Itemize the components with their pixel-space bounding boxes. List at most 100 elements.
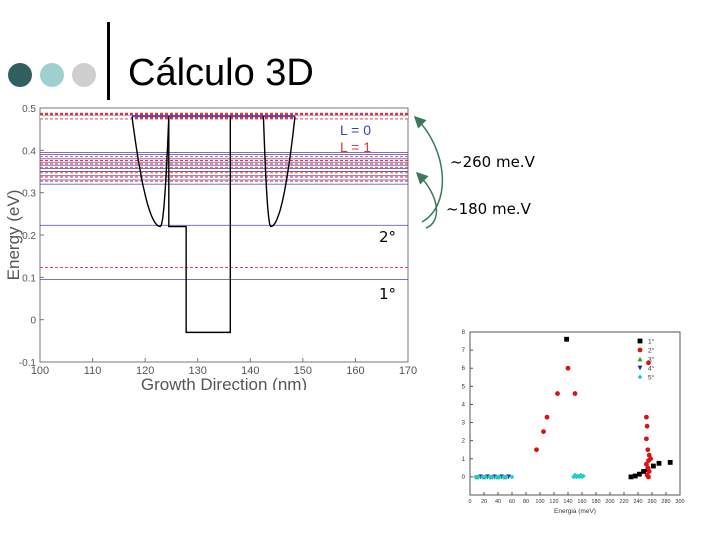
bullet-dot bbox=[72, 63, 96, 87]
scatter-point bbox=[565, 365, 571, 371]
inset-y-tick-label: 3 bbox=[462, 421, 466, 427]
inset-x-tick-label: 240 bbox=[633, 499, 642, 505]
inset-x-tick-label: 80 bbox=[523, 499, 529, 505]
scatter-point bbox=[564, 336, 569, 342]
y-tick-label: 0.5 bbox=[22, 104, 36, 115]
y-axis-label: Energy (eV) bbox=[4, 190, 23, 281]
y-tick-label: 0.1 bbox=[22, 273, 36, 284]
title-bullets bbox=[8, 62, 108, 88]
scatter-point bbox=[476, 474, 481, 480]
inset-legend-label: 4° bbox=[648, 365, 655, 373]
legend-entry: L = 1 bbox=[340, 139, 371, 155]
potential-parabola-line bbox=[131, 116, 170, 228]
inset-legend-marker bbox=[637, 374, 643, 380]
bullet-dot bbox=[40, 63, 64, 87]
scatter-point bbox=[645, 447, 651, 453]
y-tick-label: 0.2 bbox=[22, 231, 36, 242]
energy-scatter-inset: 0 20 40 60 80 100 120 140 160 180 200 220 240 260 280 3… bbox=[462, 330, 685, 515]
inset-y-tick-label: 8 bbox=[462, 330, 466, 336]
inset-x-tick-label: 180 bbox=[591, 499, 600, 505]
scatter-point bbox=[483, 474, 488, 480]
gap-260-label: ~260 me.V bbox=[450, 153, 535, 171]
scatter-point bbox=[544, 414, 550, 420]
x-tick-label: 130 bbox=[189, 365, 207, 377]
inset-legend-label: 5° bbox=[648, 374, 655, 382]
scatter-point bbox=[494, 474, 499, 480]
inset-x-tick-label: 100 bbox=[535, 499, 544, 505]
scatter-point bbox=[497, 474, 502, 480]
scatter-point bbox=[504, 474, 509, 480]
inset-y-tick-label: 6 bbox=[462, 366, 466, 372]
scatter-point bbox=[646, 452, 652, 458]
scatter-point bbox=[641, 469, 646, 474]
scatter-point bbox=[632, 473, 638, 479]
legend-entry: L = 0 bbox=[340, 122, 371, 138]
scatter-point bbox=[534, 447, 539, 453]
inset-x-tick-label: 20 bbox=[481, 499, 487, 505]
bullet-dot bbox=[8, 63, 32, 87]
inset-legend-marker bbox=[637, 365, 643, 371]
inset-x-axis-label: Energia (meV) bbox=[554, 508, 596, 515]
x-tick-label: 140 bbox=[241, 365, 259, 377]
scatter-point bbox=[646, 474, 651, 480]
scatter-point bbox=[651, 463, 656, 469]
x-tick-label: 110 bbox=[84, 365, 102, 377]
scatter-point bbox=[509, 474, 515, 480]
inset-legend-marker bbox=[637, 347, 643, 353]
x-tick-label: 150 bbox=[294, 365, 312, 377]
y-tick-label: -0.1 bbox=[19, 358, 37, 369]
scatter-point bbox=[667, 460, 673, 465]
scatter-point bbox=[555, 391, 560, 396]
inset-x-tick-label: 300 bbox=[675, 499, 684, 505]
inset-y-tick-label: 5 bbox=[462, 384, 466, 390]
scatter-point bbox=[637, 471, 642, 477]
scatter-point bbox=[501, 474, 506, 480]
inset-legend-label: 1° bbox=[648, 338, 655, 346]
scatter-point bbox=[578, 472, 583, 478]
inset-y-tick-label: 7 bbox=[462, 348, 466, 354]
inset-frame bbox=[469, 331, 681, 496]
title-divider bbox=[107, 22, 110, 100]
inset-x-tick-label: 280 bbox=[661, 499, 670, 505]
scatter-point bbox=[644, 461, 649, 467]
inset-legend-label: 3° bbox=[648, 356, 655, 364]
inset-x-tick-label: 0 bbox=[468, 499, 471, 505]
scatter-point bbox=[473, 474, 478, 480]
inset-x-tick-label: 260 bbox=[647, 499, 656, 505]
scatter-point bbox=[541, 429, 546, 435]
scatter-point bbox=[487, 474, 492, 480]
inset-x-tick-label: 140 bbox=[563, 499, 572, 505]
profile-mask bbox=[40, 115, 132, 119]
scatter-point bbox=[572, 472, 578, 478]
scatter-point bbox=[572, 391, 578, 396]
inset-x-tick-label: 220 bbox=[619, 499, 628, 505]
potential-profile-line bbox=[168, 116, 232, 334]
slide-title: Cálculo 3D bbox=[128, 52, 314, 94]
inset-x-tick-label: 160 bbox=[577, 499, 586, 505]
scatter-point bbox=[646, 458, 651, 463]
inset-legend-marker bbox=[637, 338, 643, 344]
scatter-point bbox=[490, 474, 495, 480]
scatter-point bbox=[644, 414, 649, 420]
y-tick-label: 0.3 bbox=[22, 189, 36, 200]
inset-x-tick-label: 200 bbox=[605, 499, 614, 505]
scatter-point bbox=[656, 460, 662, 466]
scatter-point bbox=[628, 474, 634, 480]
scatter-point bbox=[644, 423, 650, 429]
x-tick-label: 120 bbox=[136, 365, 154, 377]
y-tick-label: 0 bbox=[30, 316, 36, 327]
scatter-point bbox=[645, 465, 651, 471]
inset-y-tick-label: 0 bbox=[462, 475, 466, 481]
level-1-label: 1° bbox=[379, 285, 397, 303]
potential-parabola-line bbox=[262, 116, 296, 228]
y-tick-label: 0.4 bbox=[22, 146, 36, 157]
x-tick-label: 170 bbox=[399, 365, 417, 377]
inset-y-tick-label: 4 bbox=[462, 402, 466, 408]
inset-x-tick-label: 120 bbox=[549, 499, 558, 505]
plot-frame bbox=[39, 107, 409, 363]
scatter-point bbox=[646, 469, 652, 474]
scatter-point bbox=[646, 360, 651, 366]
inset-legend-label: 2° bbox=[648, 347, 655, 355]
inset-y-tick-label: 1 bbox=[462, 457, 466, 463]
scatter-point bbox=[644, 436, 649, 442]
